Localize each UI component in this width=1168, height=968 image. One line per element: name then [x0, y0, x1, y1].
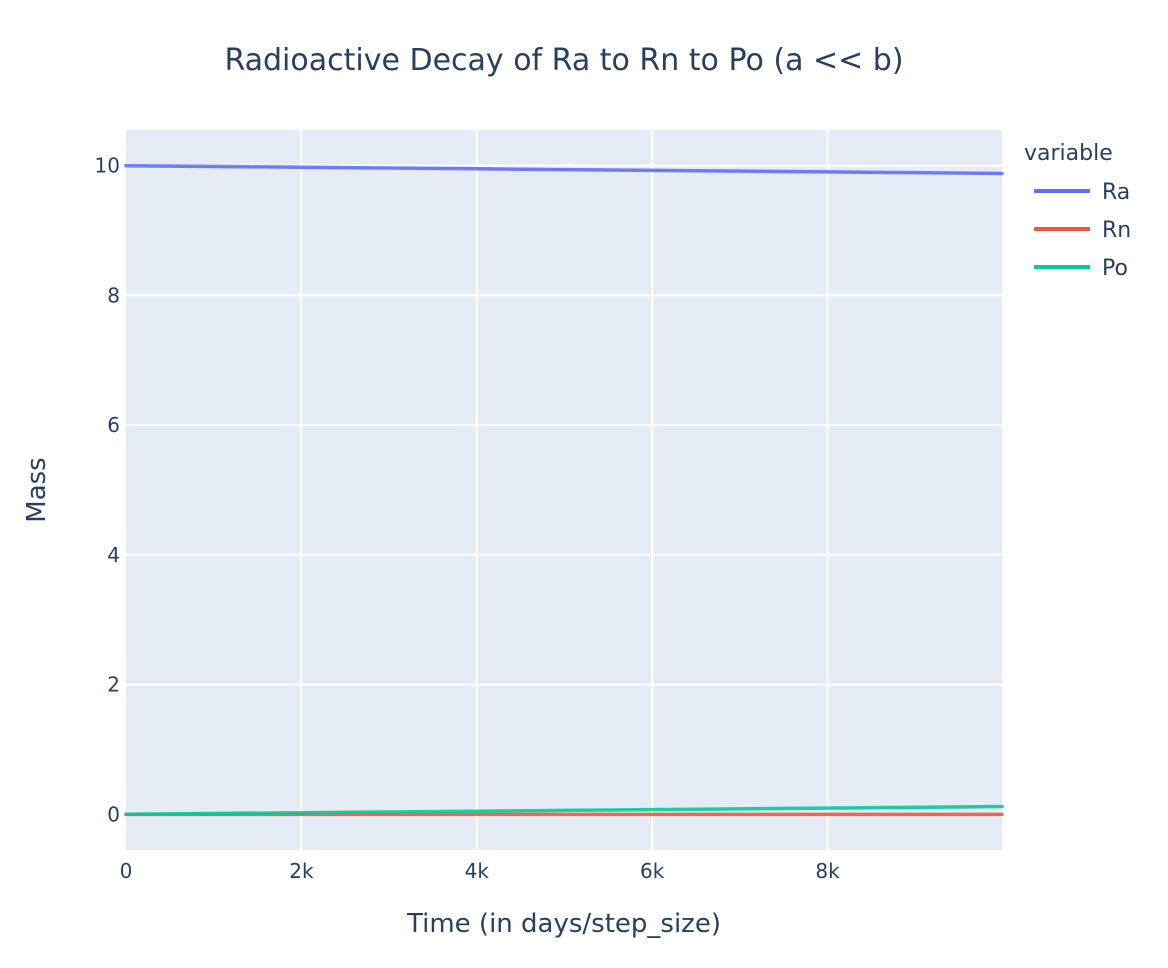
x-tick-label: 0 — [120, 859, 133, 883]
legend-label-po: Po — [1102, 256, 1128, 281]
series-line-po — [124, 804, 1004, 817]
x-tick-label: 4k — [465, 859, 490, 883]
legend-label-ra: Ra — [1102, 180, 1130, 205]
x-tick-label: 8k — [815, 859, 840, 883]
y-tick-label: 10 — [95, 154, 120, 178]
y-tick-label: 4 — [107, 543, 120, 567]
y-tick-label: 8 — [107, 283, 120, 307]
x-axis-title: Time (in days/step_size) — [406, 909, 721, 939]
x-axis-ticks: 0 2k 4k 6k 8k — [120, 859, 840, 883]
legend-label-rn: Rn — [1102, 218, 1131, 243]
plot-area — [126, 130, 1002, 850]
x-tick-label: 2k — [289, 859, 314, 883]
y-axis-title: Mass — [22, 457, 52, 522]
y-tick-label: 0 — [107, 802, 120, 826]
grid-lines — [126, 130, 1002, 850]
y-tick-label: 6 — [107, 413, 120, 437]
x-tick-label: 6k — [640, 859, 665, 883]
legend-title: variable — [1024, 141, 1113, 166]
y-tick-label: 2 — [107, 673, 120, 697]
legend: variable Ra Rn Po — [1024, 141, 1131, 281]
series-layer — [124, 163, 1004, 817]
series-line-ra — [124, 163, 1004, 176]
y-axis-ticks: 0 2 4 6 8 10 — [95, 154, 120, 827]
chart-title: Radioactive Decay of Ra to Rn to Po (a <… — [224, 43, 903, 78]
